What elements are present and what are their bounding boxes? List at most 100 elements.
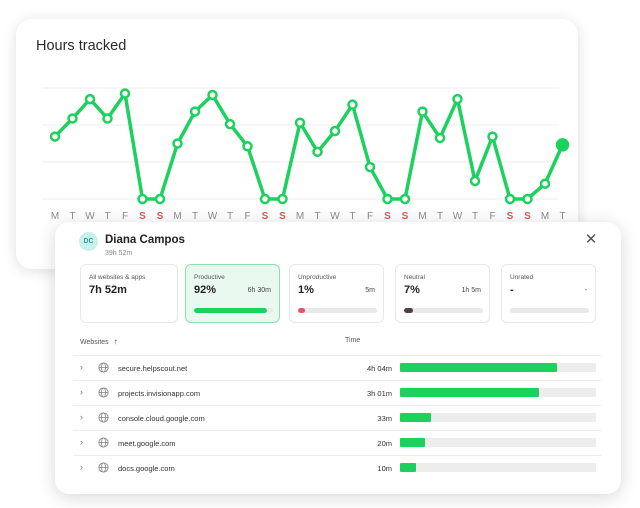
x-tick-label: T bbox=[349, 211, 355, 222]
stat-progress-fill bbox=[194, 308, 267, 313]
x-tick-label: F bbox=[489, 211, 495, 222]
data-point[interactable] bbox=[224, 118, 236, 130]
x-tick-label: T bbox=[192, 211, 198, 222]
data-point[interactable] bbox=[434, 132, 446, 144]
data-point[interactable] bbox=[137, 193, 148, 205]
website-name[interactable]: docs.google.com bbox=[118, 464, 175, 473]
data-point[interactable] bbox=[102, 113, 113, 124]
time-bar bbox=[400, 363, 596, 372]
chart-title: Hours tracked bbox=[36, 38, 127, 54]
stat-all[interactable]: All websites & apps 7h 52m bbox=[80, 264, 178, 323]
data-point[interactable] bbox=[259, 193, 271, 205]
data-point[interactable] bbox=[294, 117, 306, 128]
user-total-time: 39h 52m bbox=[105, 250, 133, 257]
stat-progress-fill bbox=[298, 308, 306, 313]
chevron-right-icon[interactable]: › bbox=[80, 437, 83, 447]
website-name[interactable]: console.cloud.google.com bbox=[118, 414, 205, 423]
websites-header-label: Websites bbox=[80, 339, 109, 346]
table-row[interactable]: › secure.helpscout.net 4h 04m bbox=[73, 355, 601, 380]
stat-unproductive[interactable]: Unproductive 1% 5m bbox=[289, 264, 384, 323]
data-point[interactable] bbox=[242, 141, 253, 152]
globe-icon bbox=[98, 462, 109, 473]
stat-value: 1% bbox=[298, 284, 314, 296]
data-point[interactable] bbox=[522, 193, 533, 205]
x-tick-label: W bbox=[453, 211, 463, 222]
time-bar-fill bbox=[400, 388, 540, 397]
stat-value: 7h 52m bbox=[89, 284, 127, 296]
x-tick-label: T bbox=[472, 211, 478, 222]
table-row[interactable]: › console.cloud.google.com 33m bbox=[73, 405, 601, 430]
data-point[interactable] bbox=[347, 99, 358, 110]
data-point[interactable] bbox=[49, 131, 61, 142]
stat-unrated[interactable]: Unrated - - bbox=[501, 264, 596, 323]
stat-neutral[interactable]: Neutral 7% 1h 5m bbox=[395, 264, 490, 323]
websites-column-header[interactable]: Websites ↑ bbox=[80, 337, 118, 346]
table-row[interactable]: › docs.google.com 10m bbox=[73, 455, 601, 480]
x-tick-label: T bbox=[437, 211, 443, 222]
x-tick-label: F bbox=[367, 211, 373, 222]
data-point[interactable] bbox=[555, 138, 570, 152]
user-name: Diana Campos bbox=[105, 234, 185, 246]
data-point[interactable] bbox=[382, 193, 393, 205]
chevron-right-icon[interactable]: › bbox=[80, 387, 83, 397]
data-point[interactable] bbox=[172, 138, 183, 149]
data-point[interactable] bbox=[329, 125, 341, 137]
time-bar bbox=[400, 438, 596, 447]
x-tick-label: S bbox=[157, 211, 164, 222]
website-name[interactable]: projects.invisionapp.com bbox=[118, 389, 201, 398]
x-tick-label: M bbox=[418, 211, 426, 222]
x-tick-label: S bbox=[402, 211, 409, 222]
data-point[interactable] bbox=[364, 161, 376, 173]
table-row[interactable]: › projects.invisionapp.com 3h 01m bbox=[73, 380, 601, 405]
website-time: 3h 01m bbox=[366, 389, 392, 398]
x-tick-label: F bbox=[244, 211, 250, 222]
website-name[interactable]: secure.helpscout.net bbox=[118, 364, 188, 373]
chevron-right-icon[interactable]: › bbox=[80, 462, 83, 472]
time-bar-fill bbox=[400, 413, 432, 422]
data-point[interactable] bbox=[84, 93, 96, 105]
data-point[interactable] bbox=[189, 106, 201, 117]
website-time: 33m bbox=[377, 414, 392, 423]
stat-label: Neutral bbox=[404, 274, 425, 281]
stat-value: 7% bbox=[404, 284, 420, 296]
stat-progress bbox=[194, 308, 273, 313]
x-tick-label: S bbox=[384, 211, 391, 222]
stat-progress bbox=[404, 308, 483, 313]
data-point[interactable] bbox=[119, 88, 131, 99]
data-point[interactable] bbox=[399, 193, 411, 205]
chevron-right-icon[interactable]: › bbox=[80, 412, 83, 422]
time-bar-fill bbox=[400, 438, 426, 447]
stat-label: Productive bbox=[194, 274, 225, 281]
stat-value: 92% bbox=[194, 284, 217, 296]
series-line bbox=[53, 91, 565, 201]
x-tick-label: T bbox=[104, 211, 110, 222]
time-bar bbox=[400, 463, 596, 472]
website-name[interactable]: meet.google.com bbox=[118, 439, 176, 448]
close-icon[interactable]: ✕ bbox=[584, 231, 598, 248]
data-point[interactable] bbox=[504, 193, 516, 205]
time-bar-fill bbox=[400, 463, 416, 472]
stat-productive[interactable]: Productive 92% 6h 30m bbox=[185, 264, 280, 323]
data-point[interactable] bbox=[312, 146, 323, 158]
x-tick-label: F bbox=[122, 211, 128, 222]
chevron-right-icon[interactable]: › bbox=[80, 362, 83, 372]
data-point[interactable] bbox=[469, 175, 481, 187]
data-point[interactable] bbox=[417, 106, 428, 117]
data-point[interactable] bbox=[277, 193, 288, 205]
stat-duration: 1h 5m bbox=[461, 287, 481, 294]
data-point[interactable] bbox=[539, 178, 551, 189]
x-tick-label: S bbox=[262, 211, 269, 222]
x-tick-label: T bbox=[559, 211, 565, 222]
data-point[interactable] bbox=[452, 93, 463, 105]
stat-label: Unrated bbox=[510, 274, 534, 281]
stat-duration: 6h 30m bbox=[247, 287, 271, 294]
table-row[interactable]: › meet.google.com 20m bbox=[73, 430, 601, 455]
data-point[interactable] bbox=[154, 193, 166, 205]
globe-icon bbox=[98, 412, 109, 423]
time-column-header[interactable]: Time bbox=[345, 337, 361, 344]
data-point[interactable] bbox=[207, 89, 218, 101]
data-point[interactable] bbox=[487, 131, 498, 142]
x-tick-label: S bbox=[507, 211, 514, 222]
data-point[interactable] bbox=[67, 113, 78, 124]
x-tick-label: S bbox=[279, 211, 286, 222]
